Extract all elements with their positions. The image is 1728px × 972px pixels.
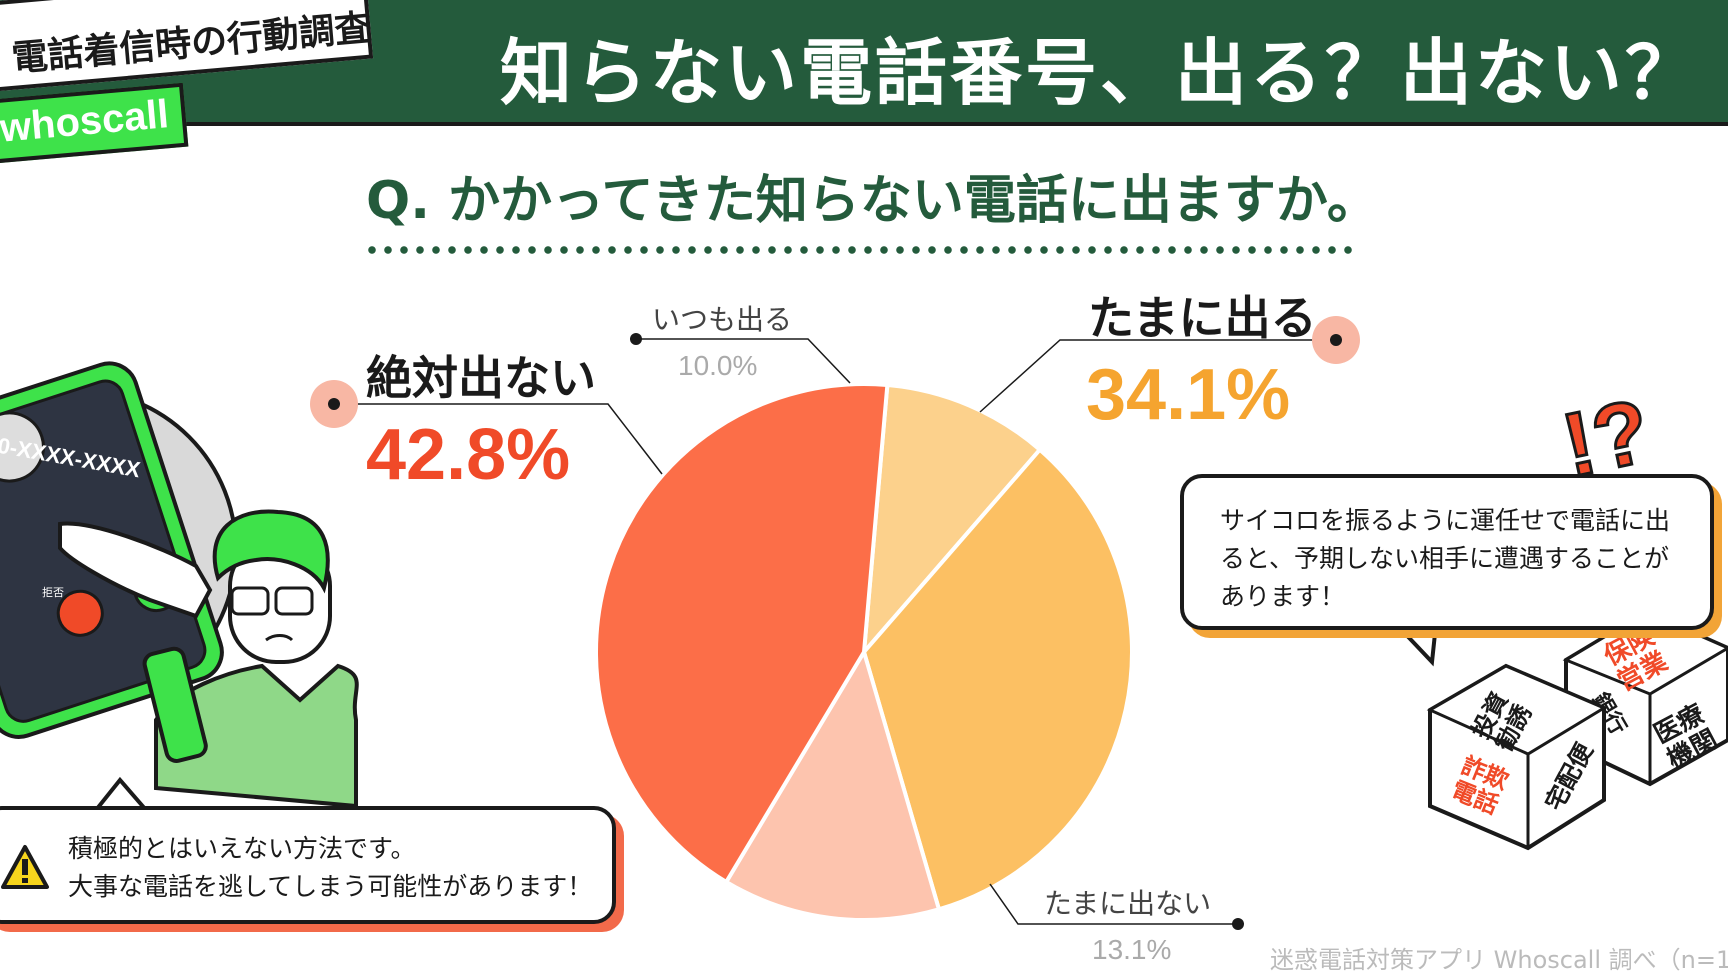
decline-label: 拒否: [42, 586, 64, 599]
slice-zettai-denai: [594, 382, 890, 885]
caller-avatar-icon: [0, 411, 45, 483]
marker-dot-tamani-denai: [1232, 918, 1244, 930]
speech-bubble-left-line2: 大事な電話を逃してしまう可能性があります！: [68, 872, 593, 901]
held-phone: [142, 646, 208, 763]
header-bar: 知らない電話番号、出る？出ない？: [0, 0, 1728, 126]
warning-icon: [1, 845, 49, 889]
man-mouth: [265, 634, 294, 642]
die-left-top: [1426, 664, 1608, 756]
speech-bubble-right: サイコロを振るように運任せで電話に出ると、予期しない相手に遭遇することがあります…: [1180, 474, 1714, 630]
die-left: 投資勧誘 詐欺電話 宅配便: [1426, 663, 1608, 851]
glasses-left-icon: [230, 586, 270, 616]
man-hair: [212, 509, 330, 594]
slice-tamani-denai: [723, 647, 942, 922]
value-tamani-denai: 13.1%: [1092, 934, 1172, 965]
leader-line-tamani-deru: [979, 339, 1336, 413]
value-tamani-deru: 34.1%: [1086, 355, 1291, 435]
decline-call-icon: [56, 589, 104, 637]
label-tamani-denai: たまに出ない: [1044, 887, 1212, 920]
leader-lines: [334, 338, 1336, 925]
pointing-hand: [58, 521, 213, 619]
marker-dot-zettai: [328, 398, 340, 410]
label-tamani-deru: たまに出る: [1088, 291, 1317, 345]
value-itsumo-deru: 10.0%: [678, 350, 758, 381]
speech-bubble-right-text: サイコロを振るように運任せで電話に出ると、予期しない相手に遭遇することがあります…: [1220, 506, 1671, 611]
label-zettai-denai: 絶対出ない: [366, 351, 596, 405]
source-note: 迷惑電話対策アプリ Whoscall 調べ（n=1,0: [1270, 946, 1728, 972]
glasses-right-icon: [274, 586, 314, 616]
question-heading: Q. かかってきた知らない電話に出ますか。: [366, 171, 1379, 231]
leader-line-zettai: [334, 403, 663, 475]
page-title: 知らない電話番号、出る？出ない？: [500, 31, 1701, 115]
dotted-divider: [364, 246, 1360, 254]
slice-itsumo-deru: [861, 382, 1043, 658]
speech-bubble-left-text: 積極的とはいえない方法です。 大事な電話を逃してしまう可能性があります！: [68, 830, 592, 906]
speech-bubble-left: 積極的とはいえない方法です。 大事な電話を逃してしまう可能性があります！: [0, 806, 616, 924]
label-itsumo-deru: いつも出る: [652, 303, 793, 336]
value-zettai-denai: 42.8%: [366, 415, 571, 495]
pie-slices: [594, 382, 1134, 922]
marker-dot-itsumo: [630, 333, 642, 345]
slice-tamani-deru: [861, 446, 1134, 912]
leader-line-itsumo: [636, 338, 851, 384]
marker-dot-tamani-deru: [1330, 334, 1342, 346]
speech-bubble-left-line1: 積極的とはいえない方法です。: [68, 834, 416, 863]
leader-line-tamani-denai: [989, 883, 1238, 925]
